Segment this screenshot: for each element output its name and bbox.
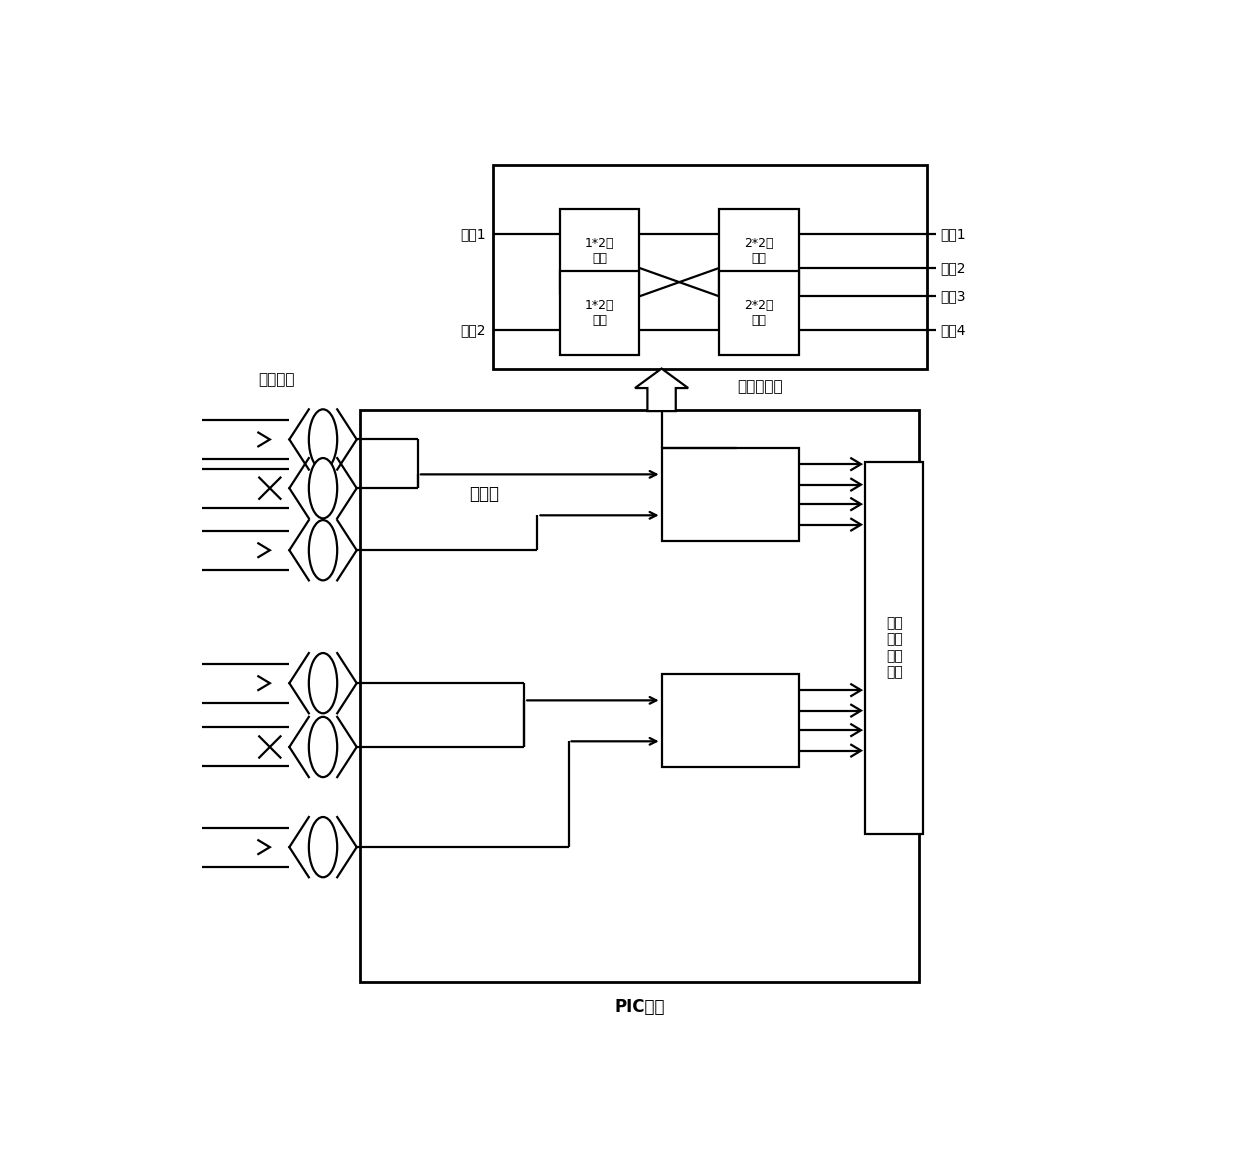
Bar (662, 448, 799, 541)
Bar (719, 209, 799, 294)
Text: 输出2: 输出2 (940, 261, 965, 275)
Text: 透镜阵列: 透镜阵列 (258, 372, 295, 387)
Ellipse shape (309, 410, 337, 470)
Bar (719, 272, 799, 356)
Bar (493, 165, 928, 368)
Bar (361, 410, 918, 982)
Bar (662, 674, 799, 768)
Ellipse shape (309, 717, 337, 777)
Text: 光信
号检
测与
处理: 光信 号检 测与 处理 (886, 617, 902, 679)
Text: 光波导: 光波导 (470, 486, 499, 503)
Text: 输出4: 输出4 (940, 323, 965, 337)
Ellipse shape (309, 458, 337, 518)
Text: 输入1: 输入1 (461, 227, 486, 242)
Text: PIC芯片: PIC芯片 (615, 998, 664, 1016)
Text: 输出1: 输出1 (940, 227, 965, 242)
Bar (560, 272, 639, 356)
Polygon shape (634, 368, 688, 411)
Text: 输入2: 输入2 (461, 323, 486, 337)
Text: 输出3: 输出3 (940, 289, 965, 304)
Text: 2*2耦
合器: 2*2耦 合器 (745, 299, 774, 327)
Text: 2*2耦
合器: 2*2耦 合器 (745, 237, 774, 265)
Bar (865, 462, 923, 833)
Bar (560, 209, 639, 294)
Ellipse shape (309, 817, 337, 877)
Text: 1*2耦
合器: 1*2耦 合器 (585, 299, 615, 327)
Text: 1*2耦
合器: 1*2耦 合器 (585, 237, 615, 265)
Text: 光束合成器: 光束合成器 (737, 379, 783, 394)
Ellipse shape (309, 520, 337, 580)
Ellipse shape (309, 653, 337, 714)
